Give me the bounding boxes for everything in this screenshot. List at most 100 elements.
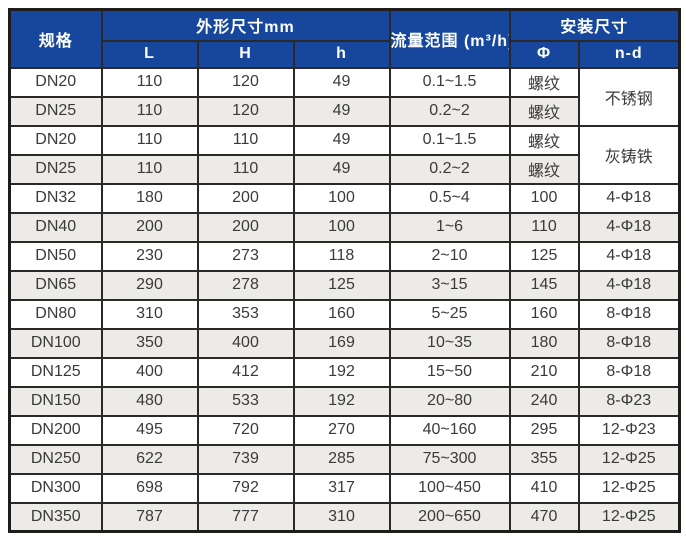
cell-spec: DN25 bbox=[8, 95, 103, 127]
cell-phi: 100 bbox=[508, 182, 580, 214]
cell-h: 49 bbox=[292, 66, 391, 98]
cell-l: 622 bbox=[100, 443, 199, 475]
cell-spec: DN125 bbox=[8, 356, 103, 388]
col-header-nd: n-d bbox=[577, 39, 681, 69]
cell-l: 110 bbox=[100, 95, 199, 127]
col-header-phi: Φ bbox=[508, 39, 580, 69]
cell-flow: 75~300 bbox=[388, 443, 511, 475]
cell-l: 200 bbox=[100, 211, 199, 243]
cell-nd: 4-Φ18 bbox=[577, 211, 681, 243]
cell-nd: 8-Φ18 bbox=[577, 298, 681, 330]
cell-spec: DN40 bbox=[8, 211, 103, 243]
cell-flow: 20~80 bbox=[388, 385, 511, 417]
cell-l: 180 bbox=[100, 182, 199, 214]
cell-h: 200 bbox=[196, 211, 295, 243]
cell-l: 495 bbox=[100, 414, 199, 446]
cell-l: 400 bbox=[100, 356, 199, 388]
cell-l: 110 bbox=[100, 153, 199, 185]
cell-phi: 螺纹 bbox=[508, 95, 580, 127]
cell-phi: 355 bbox=[508, 443, 580, 475]
cell-nd: 12-Φ25 bbox=[577, 472, 681, 504]
cell-flow: 100~450 bbox=[388, 472, 511, 504]
cell-phi: 295 bbox=[508, 414, 580, 446]
cell-h: 273 bbox=[196, 240, 295, 272]
cell-nd: 12-Φ25 bbox=[577, 501, 681, 533]
cell-spec: DN80 bbox=[8, 298, 103, 330]
table-row: DN20 110 110 49 0.1~1.5 螺纹 灰铸铁 bbox=[8, 124, 681, 185]
table-body: DN20 110 120 49 0.1~1.5 螺纹 不锈钢 DN25 110 120 49 0.2~… bbox=[8, 66, 681, 533]
col-header-h: h bbox=[292, 39, 391, 69]
table-row: DN125 400 412 192 15~50 210 8-Φ18 bbox=[8, 356, 681, 388]
cell-h: 100 bbox=[292, 211, 391, 243]
cell-h: 120 bbox=[196, 66, 295, 98]
cell-flow: 0.2~2 bbox=[388, 95, 511, 127]
col-header-L: L bbox=[100, 39, 199, 69]
cell-phi: 145 bbox=[508, 269, 580, 301]
cell-l: 480 bbox=[100, 385, 199, 417]
cell-phi: 125 bbox=[508, 240, 580, 272]
cell-h: 200 bbox=[196, 182, 295, 214]
cell-nd: 8-Φ18 bbox=[577, 356, 681, 388]
cell-nd: 8-Φ18 bbox=[577, 327, 681, 359]
cell-phi: 螺纹 bbox=[508, 153, 580, 185]
cell-flow: 2~10 bbox=[388, 240, 511, 272]
cell-h: 125 bbox=[292, 269, 391, 301]
cell-l: 110 bbox=[100, 124, 199, 156]
cell-spec: DN32 bbox=[8, 182, 103, 214]
table-row: DN150 480 533 192 20~80 240 8-Φ23 bbox=[8, 385, 681, 417]
cell-h: 720 bbox=[196, 414, 295, 446]
table-row: DN250 622 739 285 75~300 355 12-Φ25 bbox=[8, 443, 681, 475]
cell-material: 灰铸铁 bbox=[577, 124, 681, 185]
table-row: DN25 110 120 49 0.2~2 螺纹 bbox=[8, 95, 680, 127]
cell-l: 350 bbox=[100, 327, 199, 359]
cell-l: 698 bbox=[100, 472, 199, 504]
header-row-groups: 规格 外形尺寸mm 流量范围 (m³/h) 安装尺寸 bbox=[8, 8, 681, 69]
table-row: DN350 787 777 310 200~650 470 12-Φ25 bbox=[8, 501, 681, 533]
cell-h: 353 bbox=[196, 298, 295, 330]
cell-nd: 4-Φ18 bbox=[577, 269, 681, 301]
table-row: DN200 495 720 270 40~160 295 12-Φ23 bbox=[8, 414, 681, 446]
table-row: DN25 110 110 49 0.2~2 螺纹 bbox=[8, 153, 680, 185]
cell-l: 787 bbox=[100, 501, 199, 533]
cell-phi: 180 bbox=[508, 327, 580, 359]
cell-spec: DN250 bbox=[8, 443, 103, 475]
cell-flow: 0.5~4 bbox=[388, 182, 511, 214]
cell-phi: 240 bbox=[508, 385, 580, 417]
cell-h: 118 bbox=[292, 240, 391, 272]
cell-nd: 4-Φ18 bbox=[577, 240, 681, 272]
cell-nd: 8-Φ23 bbox=[577, 385, 681, 417]
table-row: DN40 200 200 100 1~6 110 4-Φ18 bbox=[8, 211, 681, 243]
cell-h: 310 bbox=[292, 501, 391, 533]
table-header: 规格 外形尺寸mm 流量范围 (m³/h) 安装尺寸 L H h Φ n-d bbox=[8, 8, 681, 69]
table-row: DN80 310 353 160 5~25 160 8-Φ18 bbox=[8, 298, 681, 330]
cell-l: 310 bbox=[100, 298, 199, 330]
cell-h: 110 bbox=[196, 124, 295, 156]
cell-h: 270 bbox=[292, 414, 391, 446]
cell-spec: DN100 bbox=[8, 327, 103, 359]
cell-spec: DN20 bbox=[8, 124, 103, 156]
dimension-spec-table: 规格 外形尺寸mm 流量范围 (m³/h) 安装尺寸 L H h Φ n-d D… bbox=[8, 8, 682, 533]
cell-flow: 5~25 bbox=[388, 298, 511, 330]
cell-spec: DN25 bbox=[8, 153, 103, 185]
cell-h: 739 bbox=[196, 443, 295, 475]
cell-phi: 螺纹 bbox=[508, 66, 580, 98]
cell-h: 169 bbox=[292, 327, 391, 359]
table-row: DN65 290 278 125 3~15 145 4-Φ18 bbox=[8, 269, 681, 301]
cell-spec: DN300 bbox=[8, 472, 103, 504]
cell-phi: 110 bbox=[508, 211, 580, 243]
cell-flow: 15~50 bbox=[388, 356, 511, 388]
cell-nd: 4-Φ18 bbox=[577, 182, 681, 214]
table-row: DN20 110 120 49 0.1~1.5 螺纹 不锈钢 bbox=[8, 66, 681, 127]
cell-spec: DN20 bbox=[8, 66, 103, 98]
cell-flow: 10~35 bbox=[388, 327, 511, 359]
col-header-H: H bbox=[196, 39, 295, 69]
col-header-install-group: 安装尺寸 bbox=[508, 8, 681, 42]
cell-phi: 210 bbox=[508, 356, 580, 388]
cell-spec: DN50 bbox=[8, 240, 103, 272]
cell-h: 120 bbox=[196, 95, 295, 127]
cell-phi: 160 bbox=[508, 298, 580, 330]
cell-h: 400 bbox=[196, 327, 295, 359]
col-header-flow-range: 流量范围 (m³/h) bbox=[388, 8, 511, 69]
cell-h: 49 bbox=[292, 153, 391, 185]
